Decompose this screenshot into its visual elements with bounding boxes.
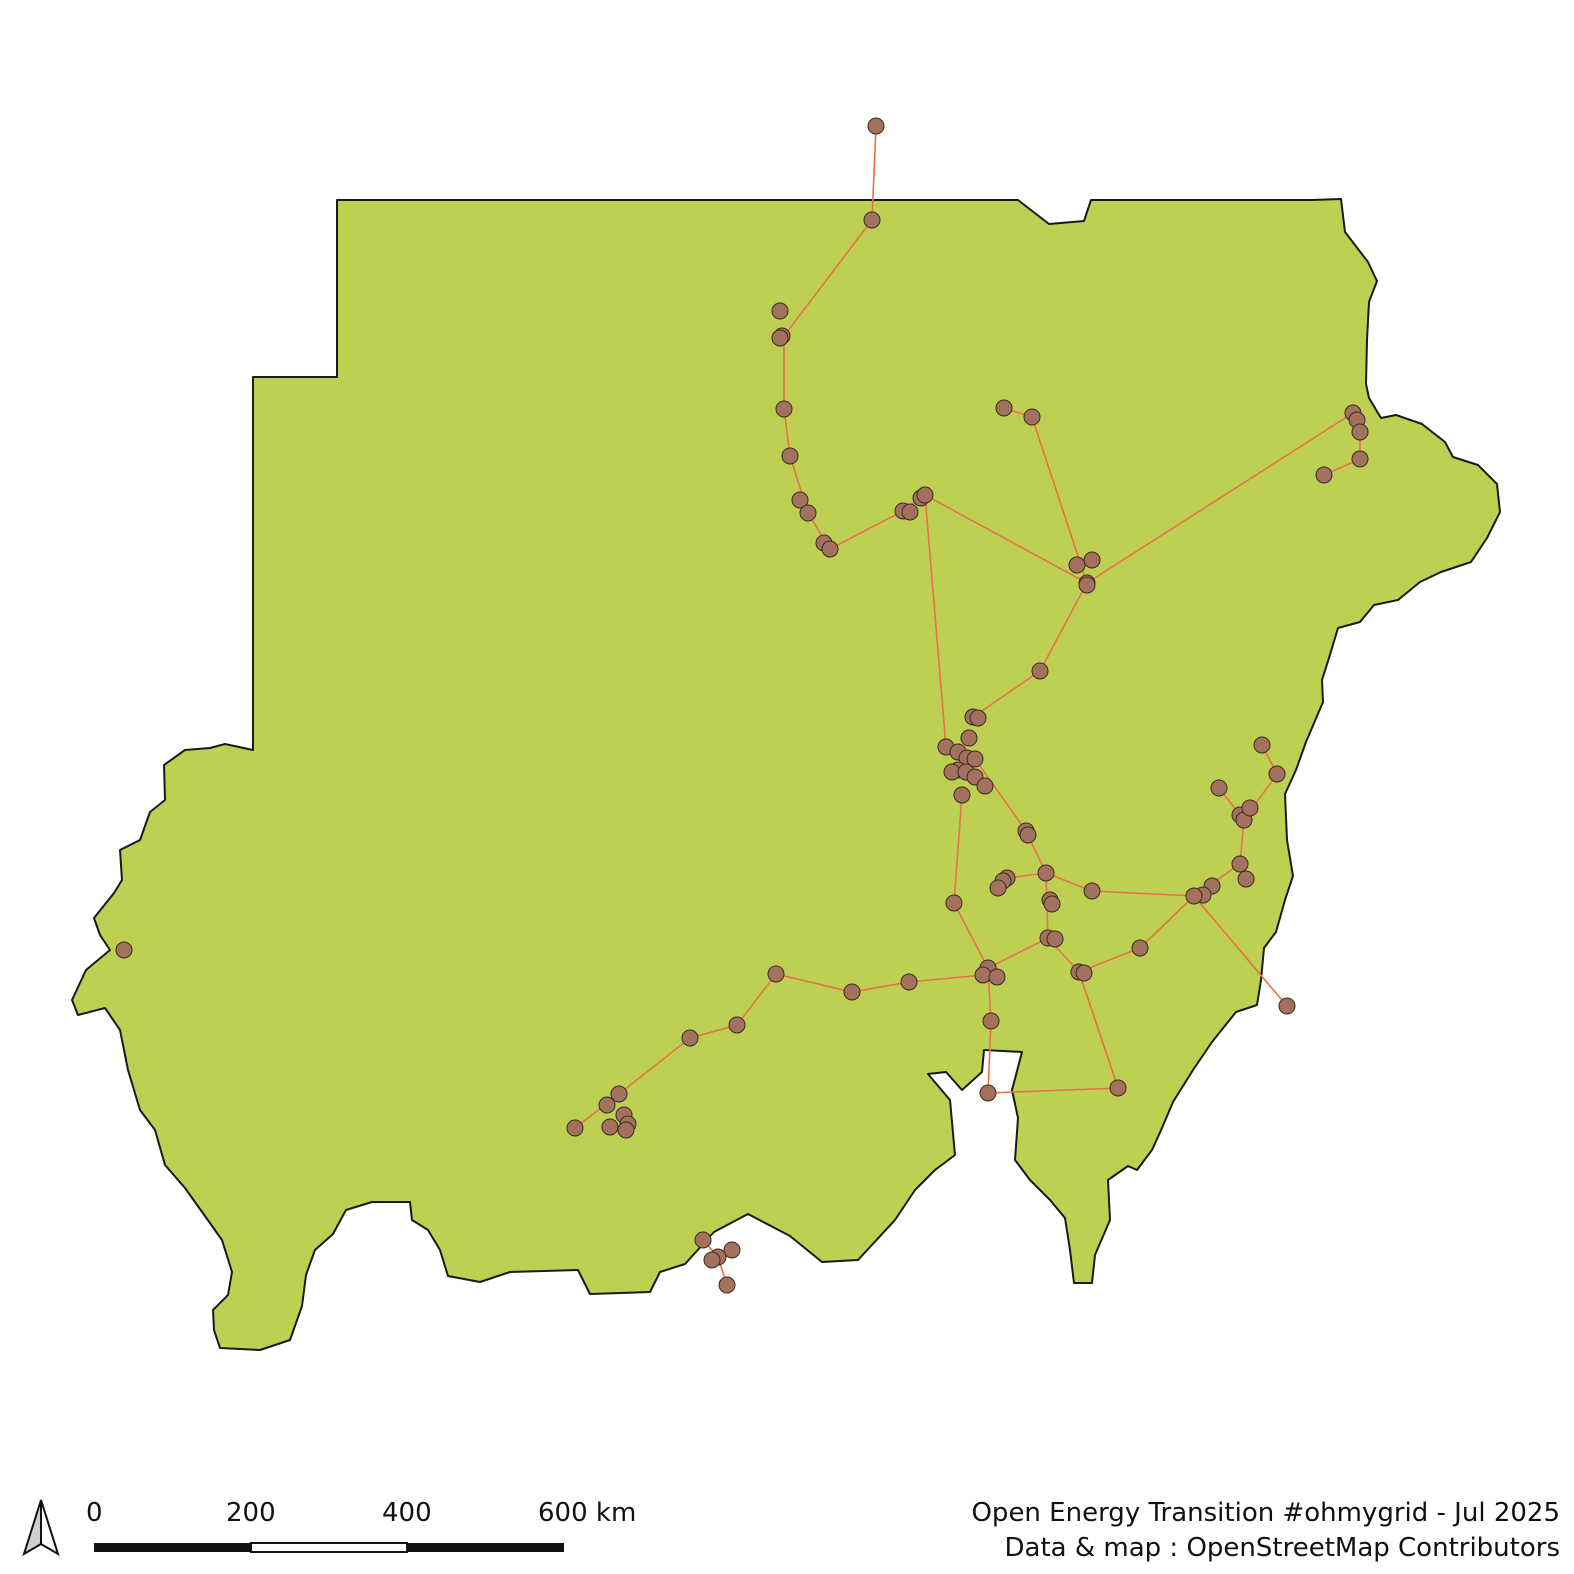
substation-marker[interactable] [601,1118,619,1136]
substation-marker[interactable] [1210,779,1228,797]
scale-label-0: 0 [86,1498,103,1528]
substation-marker[interactable] [1043,895,1061,913]
substation-marker[interactable] [989,879,1007,897]
substation-marker[interactable] [953,786,971,804]
substation-marker[interactable] [945,894,963,912]
scale-label-400: 400 [382,1498,432,1528]
substation-marker[interactable] [115,941,133,959]
substation-marker[interactable] [1268,765,1286,783]
substation-marker[interactable] [771,302,789,320]
substation-marker[interactable] [1231,855,1249,873]
substation-marker[interactable] [863,211,881,229]
country-polygon [71,198,1501,1351]
substation-marker[interactable] [799,504,817,522]
substation-marker[interactable] [728,1016,746,1034]
substation-marker[interactable] [976,777,994,795]
substation-marker[interactable] [1351,423,1369,441]
substation-marker[interactable] [1131,939,1149,957]
substation-marker[interactable] [791,491,809,509]
scale-segment-1 [94,1543,251,1552]
power-line [987,937,1049,969]
substation-marker[interactable] [771,329,789,347]
substation-marker[interactable] [979,1084,997,1102]
substation-marker[interactable] [974,966,992,984]
substation-marker[interactable] [1046,930,1064,948]
substation-marker[interactable] [723,1241,741,1259]
substation-marker[interactable] [566,1119,584,1137]
credit-line-2: Data & map : OpenStreetMap Contributors [1004,1533,1560,1563]
substation-marker[interactable] [1019,826,1037,844]
credit-line-1: Open Energy Transition #ohmygrid - Jul 2… [971,1498,1560,1528]
substation-marker[interactable] [982,1012,1000,1030]
substation-marker[interactable] [867,117,885,135]
substations [115,117,1369,1294]
substation-marker[interactable] [1075,964,1093,982]
substation-marker[interactable] [1185,887,1203,905]
power-line [1086,412,1354,584]
substation-marker[interactable] [781,447,799,465]
power-line [574,973,984,1129]
substation-marker[interactable] [916,486,934,504]
scale-label-200: 200 [226,1498,276,1528]
substation-marker[interactable] [901,503,919,521]
scale-segment-3 [407,1543,564,1552]
scale-bar [94,1542,564,1553]
substation-marker[interactable] [1037,864,1055,882]
power-line [987,967,1119,1094]
north-arrow-icon [22,1499,60,1557]
power-line [1193,895,1288,1007]
scale-label-600: 600 km [538,1498,637,1528]
substation-marker[interactable] [1031,662,1049,680]
substation-marker[interactable] [610,1085,628,1103]
scale-segment-2 [250,1542,408,1553]
substation-marker[interactable] [718,1276,736,1294]
substation-marker[interactable] [969,709,987,727]
substation-marker[interactable] [767,965,785,983]
power-line [924,494,1088,584]
substation-marker[interactable] [1351,450,1369,468]
substation-marker[interactable] [1083,882,1101,900]
substation-marker[interactable] [843,983,861,1001]
substation-marker[interactable] [775,400,793,418]
power-line [924,494,947,748]
substation-marker[interactable] [1237,870,1255,888]
substation-marker[interactable] [617,1121,635,1139]
substation-marker[interactable] [821,540,839,558]
substation-marker[interactable] [681,1029,699,1047]
substation-marker[interactable] [960,729,978,747]
substation-marker[interactable] [966,750,984,768]
substation-marker[interactable] [703,1251,721,1269]
substation-marker[interactable] [1078,576,1096,594]
substation-marker[interactable] [900,973,918,991]
substation-marker[interactable] [1068,556,1086,574]
substation-marker[interactable] [995,399,1013,417]
substation-marker[interactable] [1023,408,1041,426]
substation-marker[interactable] [598,1096,616,1114]
substation-marker[interactable] [1315,466,1333,484]
substation-marker[interactable] [1278,997,1296,1015]
substation-marker[interactable] [1083,551,1101,569]
substation-marker[interactable] [1241,799,1259,817]
substation-marker[interactable] [988,968,1006,986]
substation-marker[interactable] [1109,1079,1127,1097]
substation-marker[interactable] [1253,736,1271,754]
substation-marker[interactable] [694,1231,712,1249]
